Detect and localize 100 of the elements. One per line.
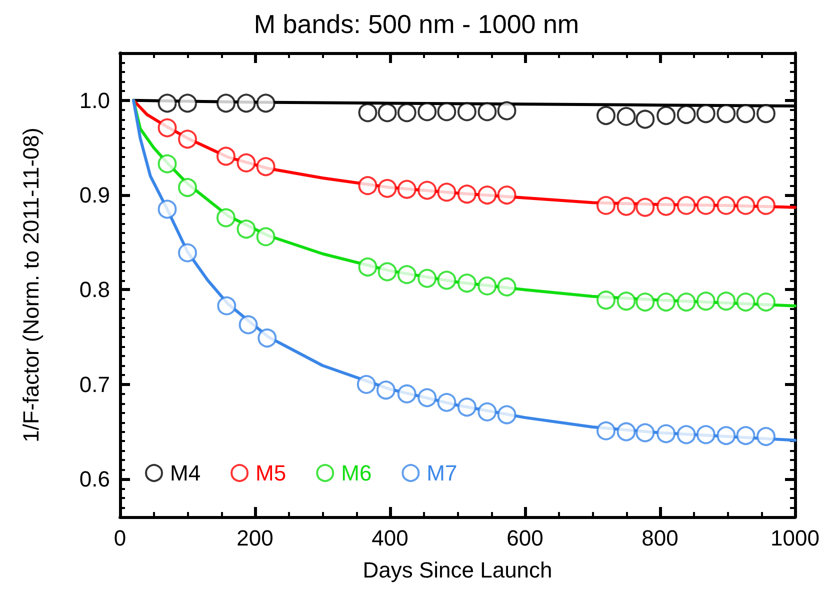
point: [238, 315, 258, 334]
point: [378, 103, 397, 122]
point: [478, 102, 497, 122]
point: [596, 421, 616, 440]
point: [256, 227, 276, 246]
point: [676, 196, 696, 215]
x-tick-label: 400: [372, 526, 408, 550]
point: [358, 103, 378, 122]
x-tick-label: 1000: [770, 526, 820, 550]
point: [376, 380, 396, 400]
point: [596, 290, 616, 310]
chart-title: M bands: 500 nm - 1000 nm: [254, 9, 580, 39]
legend-label: M7: [426, 460, 458, 486]
point: [497, 101, 516, 120]
point: [216, 208, 236, 228]
point: [676, 105, 696, 124]
point: [216, 94, 236, 113]
x-tick-label: 800: [642, 526, 678, 550]
point: [158, 200, 177, 219]
x-tick-label: 600: [506, 526, 544, 550]
point: [636, 110, 655, 129]
point: [397, 180, 416, 199]
point: [178, 178, 197, 197]
point: [457, 184, 476, 204]
point: [616, 106, 636, 126]
point: [418, 388, 437, 408]
point: [418, 180, 437, 200]
point: [457, 398, 476, 417]
point: [437, 102, 456, 122]
point: [178, 243, 197, 262]
point: [636, 292, 655, 312]
point: [756, 104, 776, 124]
point: [656, 196, 676, 216]
point: [256, 157, 276, 176]
point: [636, 423, 655, 442]
point: [756, 427, 776, 446]
x-axis-title: Days Since Launch: [362, 558, 552, 582]
point: [457, 274, 476, 293]
point: [497, 277, 516, 296]
x-tick-label: 0: [114, 526, 126, 550]
point: [256, 94, 276, 113]
point: [497, 405, 516, 424]
point: [178, 130, 197, 149]
point: [716, 426, 736, 446]
y-tick-label: 0.8: [79, 277, 110, 302]
legend-label: M5: [256, 460, 286, 486]
point: [356, 374, 376, 394]
point: [217, 296, 236, 316]
y-axis-title: 1/F-factor (Norm. to 2011-11-08): [18, 128, 44, 442]
point: [676, 425, 696, 444]
point: [696, 425, 716, 444]
y-tick-label: 0.7: [79, 372, 110, 397]
point: [676, 292, 696, 312]
point: [397, 103, 416, 122]
point: [478, 276, 497, 296]
point: [178, 94, 197, 113]
point: [437, 270, 456, 290]
y-tick-label: 1.0: [79, 88, 110, 113]
point: [696, 104, 716, 124]
point: [358, 258, 378, 277]
point: [696, 292, 716, 311]
point: [656, 106, 676, 125]
point: [158, 118, 177, 138]
point: [378, 262, 397, 282]
point: [397, 265, 416, 284]
point: [736, 292, 756, 312]
point: [736, 196, 756, 215]
point: [397, 384, 416, 404]
point: [158, 154, 177, 174]
point: [756, 196, 776, 215]
point: [696, 196, 716, 215]
point: [716, 292, 736, 311]
point: [616, 196, 636, 216]
point: [636, 198, 655, 217]
point: [236, 220, 256, 239]
point: [236, 94, 256, 113]
point: [736, 104, 756, 124]
point: [616, 422, 636, 442]
point: [656, 292, 676, 312]
point: [437, 392, 456, 412]
point: [216, 146, 236, 166]
point: [478, 402, 497, 422]
point: [497, 186, 516, 205]
point: [596, 106, 616, 125]
point: [358, 176, 378, 196]
point: [656, 424, 676, 444]
point: [158, 94, 177, 113]
point: [437, 182, 456, 202]
point: [457, 102, 476, 122]
point: [756, 292, 776, 312]
point: [478, 186, 497, 205]
x-tick-label: 200: [236, 526, 274, 550]
point: [596, 196, 616, 215]
point: [418, 102, 437, 122]
point: [736, 426, 756, 446]
y-tick-label: 0.6: [79, 466, 110, 492]
legend-label: M6: [341, 460, 372, 486]
point: [716, 196, 736, 215]
point: [616, 292, 636, 311]
y-tick-label: 0.9: [79, 182, 110, 208]
